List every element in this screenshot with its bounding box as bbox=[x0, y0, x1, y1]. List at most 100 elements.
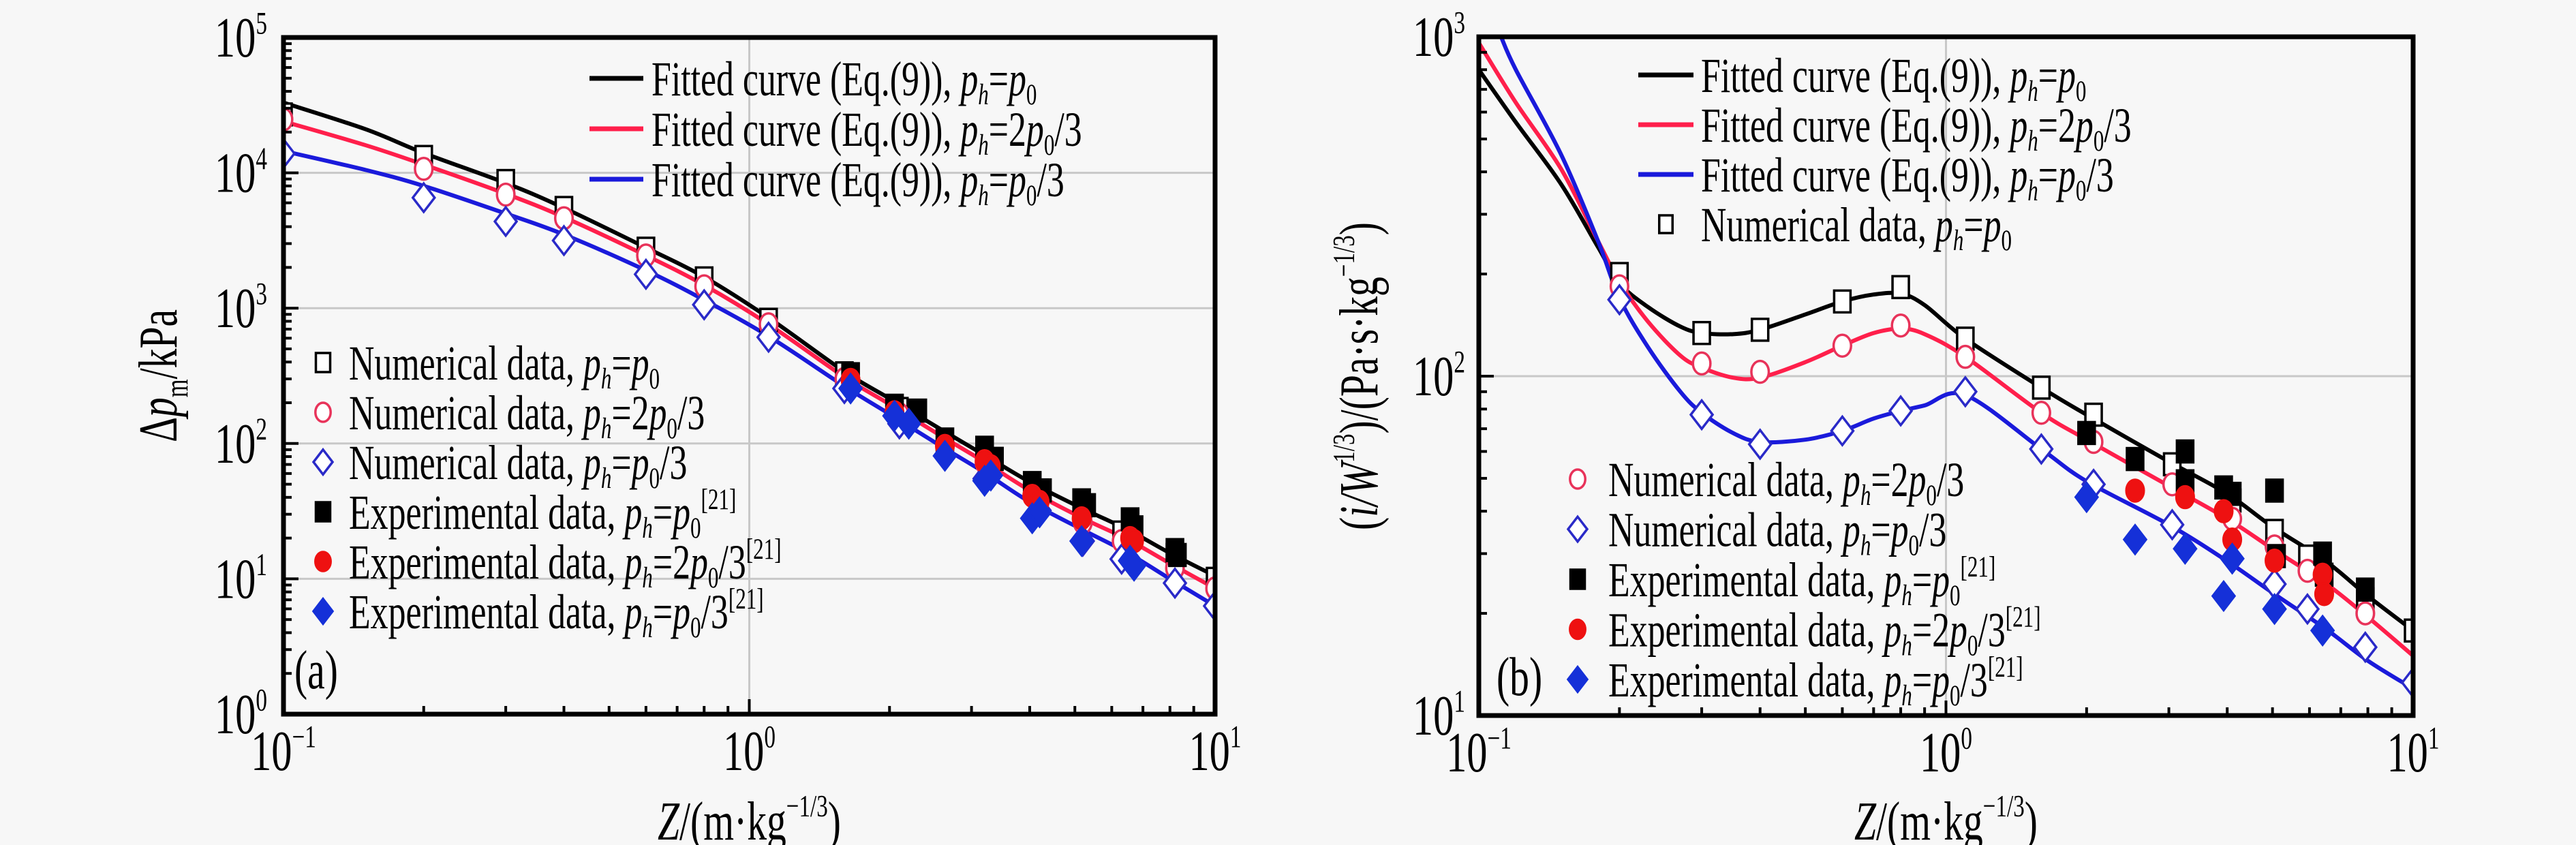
legend-label: Numerical data, ph=p0 bbox=[349, 336, 660, 396]
y-tick-label: 101 bbox=[215, 547, 267, 610]
filled-square-point bbox=[2126, 446, 2145, 472]
filled-square-point bbox=[2175, 439, 2195, 464]
y-tick-label: 105 bbox=[215, 5, 267, 69]
open-circle-point bbox=[414, 157, 434, 181]
legend-label: Fitted curve (Eq.(9)), ph=p0 bbox=[1701, 48, 2086, 108]
filled-diamond-point bbox=[2262, 593, 2287, 626]
legend-marker-swatch bbox=[1566, 514, 1589, 544]
legend-marker-swatch bbox=[1569, 468, 1586, 490]
open-diamond-point bbox=[283, 137, 296, 170]
filled-circle-point bbox=[2175, 485, 2195, 510]
legend-entry-bottom: Numerical data, ph=p0/3 bbox=[311, 435, 687, 495]
legend-label: Fitted curve (Eq.(9)), ph=2p0/3 bbox=[1701, 98, 2132, 158]
legend-marker-swatch bbox=[1658, 214, 1674, 234]
open-diamond-point bbox=[1952, 375, 1978, 408]
open-diamond-point bbox=[493, 205, 519, 238]
legend-label: Numerical data, ph=p0 bbox=[1701, 198, 2012, 258]
open-diamond-point bbox=[2352, 631, 2378, 664]
open-square-point bbox=[1956, 326, 1975, 351]
open-square-point bbox=[1750, 318, 1770, 342]
legend-label: Experimental data, ph=p0/3[21] bbox=[1608, 651, 2023, 712]
legend-label: Fitted curve (Eq.(9)), ph=2p0/3 bbox=[651, 102, 1082, 162]
filled-diamond-point bbox=[896, 408, 921, 440]
open-diamond-point bbox=[1162, 566, 1188, 600]
open-square-point bbox=[1692, 320, 1711, 345]
filled-diamond-point bbox=[2310, 614, 2335, 647]
x-tick-label: 101 bbox=[2387, 720, 2439, 784]
legend-marker-swatch bbox=[314, 501, 332, 523]
x-tick-label: 100 bbox=[1920, 720, 1972, 784]
x-axis-label: Z/(m·kg−1/3) bbox=[658, 788, 841, 845]
open-diamond-point bbox=[2295, 593, 2320, 626]
filled-square-point bbox=[2077, 420, 2096, 446]
open-circle-point bbox=[495, 182, 516, 207]
filled-diamond-point bbox=[838, 372, 863, 405]
legend-entry-top: Fitted curve (Eq.(9)), ph=2p0/3 bbox=[1638, 98, 2132, 158]
open-square-point bbox=[2031, 375, 2051, 400]
open-circle-point bbox=[1955, 344, 1976, 369]
legend-entry-top: Fitted curve (Eq.(9)), ph=2p0/3 bbox=[589, 102, 1082, 162]
legend-marker-swatch bbox=[314, 352, 332, 373]
open-diamond-point bbox=[2029, 433, 2054, 465]
legend-entry-top: Fitted curve (Eq.(9)), ph=p0 bbox=[589, 52, 1037, 111]
open-diamond-point bbox=[1830, 414, 1855, 447]
legend-label: Numerical data, ph=p0/3 bbox=[1608, 502, 1946, 562]
open-square-point bbox=[1833, 289, 1852, 314]
legend-entry-bottom: Experimental data, ph=p0/3[21] bbox=[1566, 651, 2023, 712]
legend-label: Experimental data, ph=p0[21] bbox=[349, 483, 736, 544]
open-diamond-point bbox=[1202, 589, 1215, 622]
open-circle-point bbox=[1890, 313, 1911, 338]
legend-label: Experimental data, ph=2p0/3[21] bbox=[1608, 601, 2041, 662]
legend-entry-bottom: Numerical data, ph=p0/3 bbox=[1566, 502, 1946, 562]
open-square-point bbox=[1891, 275, 1910, 300]
legend-entry-bottom: Experimental data, ph=p0[21] bbox=[314, 483, 736, 544]
open-diamond-point bbox=[633, 258, 659, 291]
y-tick-label: 101 bbox=[1413, 683, 1465, 747]
filled-circle-point bbox=[2265, 548, 2285, 573]
panel-label: (b) bbox=[1497, 647, 1542, 707]
legend-marker-swatch bbox=[311, 447, 335, 477]
filled-circle-point bbox=[2213, 499, 2234, 523]
y-axis-label: Δpm/kPa bbox=[129, 309, 195, 442]
y-tick-label: 104 bbox=[215, 141, 267, 204]
legend-entry-bottom: Experimental data, ph=2p0/3[21] bbox=[314, 533, 782, 594]
y-tick-label: 102 bbox=[1413, 344, 1465, 408]
filled-square-point bbox=[2265, 478, 2284, 503]
open-diamond-point bbox=[692, 288, 717, 321]
legend-entry-top: Numerical data, ph=p0 bbox=[1658, 198, 2012, 258]
legend-marker-swatch bbox=[314, 551, 332, 572]
open-circle-point bbox=[1832, 333, 1852, 358]
legend-label: Fitted curve (Eq.(9)), ph=p0/3 bbox=[651, 153, 1064, 213]
axes-frame bbox=[281, 35, 1218, 717]
open-diamond-point bbox=[756, 321, 781, 354]
open-diamond-point bbox=[2160, 508, 2185, 541]
plot-marks bbox=[1479, 37, 2413, 699]
legend-marker-swatch bbox=[1569, 568, 1586, 590]
legend-entry-top: Fitted curve (Eq.(9)), ph=p0/3 bbox=[1638, 148, 2114, 208]
legend-label: Experimental data, ph=2p0/3[21] bbox=[349, 533, 782, 594]
filled-diamond-point bbox=[2220, 542, 2245, 575]
open-circle-point bbox=[2355, 601, 2376, 626]
open-circle-point bbox=[2031, 400, 2051, 425]
y-tick-label: 102 bbox=[215, 412, 267, 475]
legend-label: Fitted curve (Eq.(9)), ph=p0/3 bbox=[1701, 148, 2114, 208]
legend-entry-top: Fitted curve (Eq.(9)), ph=p0/3 bbox=[589, 153, 1064, 213]
open-diamond-point bbox=[551, 224, 577, 257]
legend-entry-bottom: Numerical data, ph=2p0/3 bbox=[1569, 452, 1964, 512]
legend-marker-swatch bbox=[1569, 618, 1586, 641]
filled-square-point bbox=[2356, 577, 2375, 602]
open-diamond-point bbox=[1888, 395, 1914, 427]
filled-diamond-point bbox=[2173, 532, 2198, 565]
open-diamond-point bbox=[1689, 398, 1715, 431]
panel-b: 10−1 100 101 101 102 103 Z/(m·kg−1/3) (i/W1/3)/… bbox=[1326, 5, 2440, 845]
filled-diamond-point bbox=[978, 459, 1004, 492]
legend-label: Experimental data, ph=p0[21] bbox=[1608, 551, 1995, 612]
legend-marker-swatch bbox=[314, 401, 332, 423]
open-circle-point bbox=[1750, 359, 1770, 384]
filled-diamond-point bbox=[932, 440, 957, 472]
filled-diamond-point bbox=[1121, 549, 1147, 582]
x-tick-label: 101 bbox=[1189, 719, 1241, 782]
open-diamond-point bbox=[2400, 666, 2413, 699]
open-diamond-point bbox=[1607, 283, 1632, 316]
